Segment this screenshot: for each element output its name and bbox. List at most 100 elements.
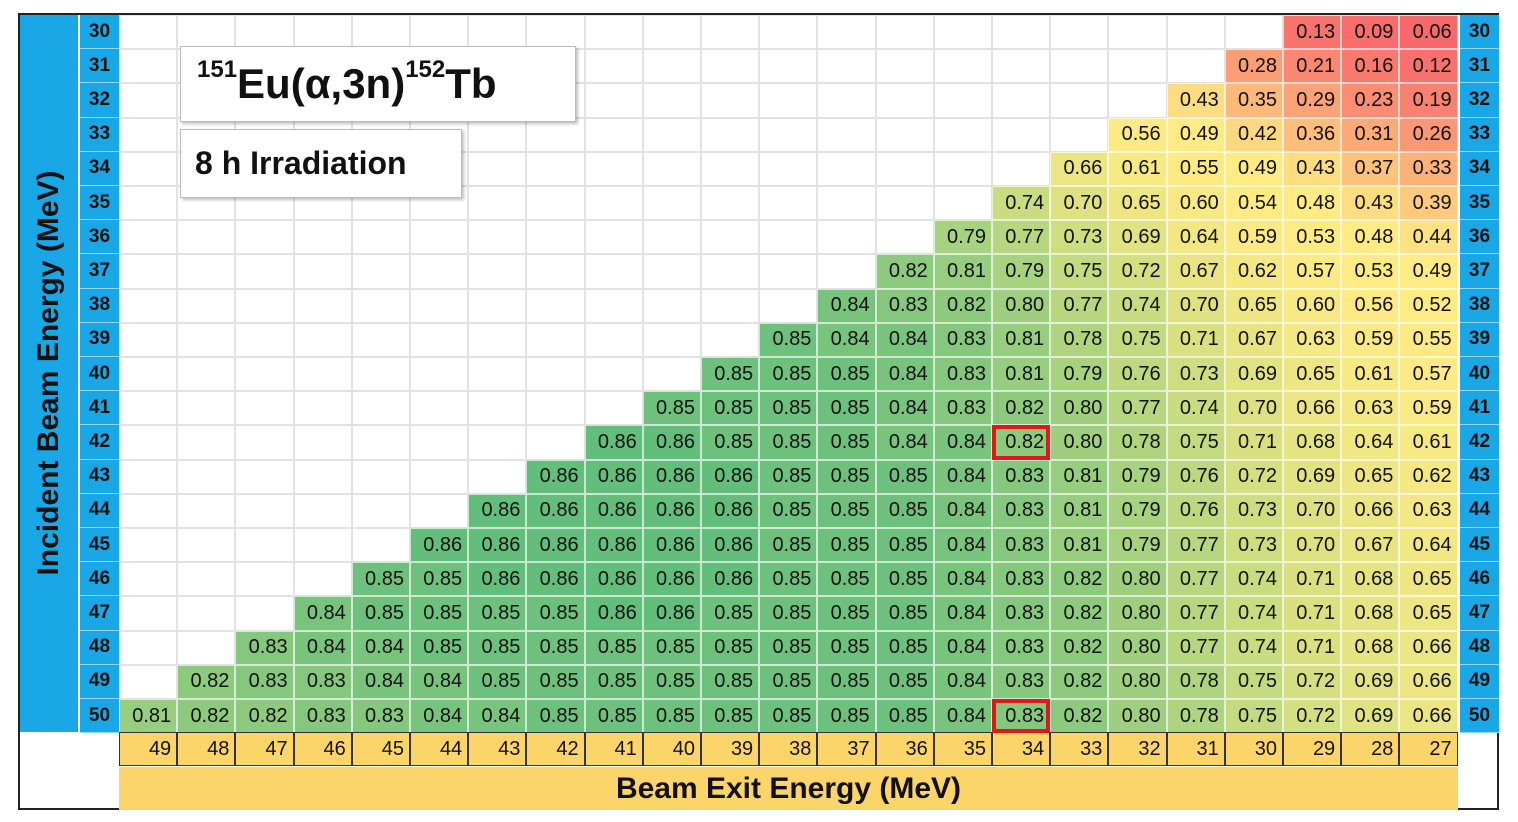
data-cell: 0.81 — [992, 322, 1051, 357]
empty-cell — [1050, 83, 1109, 118]
data-cell: 0.75 — [1224, 699, 1283, 734]
data-cell: 0.70 — [1224, 391, 1283, 426]
y-tick-label: 38 — [80, 288, 119, 323]
empty-cell — [1166, 15, 1225, 50]
data-cell: 0.57 — [1283, 254, 1342, 289]
empty-cell — [468, 288, 527, 323]
empty-cell — [875, 220, 934, 255]
data-cell: 0.85 — [875, 596, 934, 631]
data-cell: 0.19 — [1399, 83, 1458, 118]
y-tick-label-right: 30 — [1460, 15, 1499, 50]
x-tick-label: 29 — [1283, 732, 1342, 766]
empty-cell — [759, 254, 818, 289]
empty-cell — [235, 391, 294, 426]
data-cell: 0.76 — [1166, 493, 1225, 528]
x-axis-label: Beam Exit Energy (MeV) — [119, 767, 1458, 810]
data-cell: 0.85 — [817, 699, 876, 734]
data-cell: 0.74 — [1224, 596, 1283, 631]
x-tick-label: 48 — [177, 732, 236, 766]
data-cell: 0.74 — [1224, 630, 1283, 665]
data-cell: 0.85 — [526, 699, 585, 734]
x-tick-label: 47 — [235, 732, 294, 766]
data-cell: 0.31 — [1341, 117, 1400, 152]
data-cell: 0.57 — [1399, 357, 1458, 392]
y-tick-label: 43 — [80, 459, 119, 494]
data-cell: 0.84 — [875, 425, 934, 460]
empty-cell — [875, 15, 934, 50]
data-cell: 0.83 — [992, 459, 1051, 494]
empty-cell — [584, 357, 643, 392]
data-cell: 0.86 — [701, 493, 760, 528]
y-tick-label-right: 50 — [1460, 699, 1499, 734]
empty-cell — [177, 288, 236, 323]
data-cell: 0.85 — [701, 664, 760, 699]
data-cell: 0.36 — [1283, 117, 1342, 152]
data-cell: 0.86 — [642, 528, 701, 563]
data-cell: 0.80 — [1108, 596, 1167, 631]
empty-cell — [642, 151, 701, 186]
data-cell: 0.77 — [1166, 528, 1225, 563]
data-cell: 0.66 — [1050, 151, 1109, 186]
x-tick-label: 30 — [1224, 732, 1283, 766]
data-cell: 0.86 — [701, 562, 760, 597]
x-tick-label: 44 — [410, 732, 469, 766]
data-cell: 0.84 — [293, 596, 352, 631]
data-cell: 0.23 — [1341, 83, 1400, 118]
data-cell: 0.65 — [1283, 357, 1342, 392]
y-tick-label-right: 39 — [1460, 322, 1499, 357]
data-cell: 0.86 — [526, 528, 585, 563]
data-cell: 0.53 — [1283, 220, 1342, 255]
data-cell: 0.85 — [410, 596, 469, 631]
data-cell: 0.65 — [1108, 186, 1167, 221]
empty-cell — [119, 493, 178, 528]
empty-cell — [759, 15, 818, 50]
data-cell: 0.81 — [992, 357, 1051, 392]
empty-cell — [526, 391, 585, 426]
data-cell: 0.74 — [1166, 391, 1225, 426]
data-cell: 0.29 — [1283, 83, 1342, 118]
data-cell: 0.86 — [701, 459, 760, 494]
empty-cell — [410, 322, 469, 357]
data-cell: 0.66 — [1283, 391, 1342, 426]
data-cell: 0.86 — [584, 528, 643, 563]
y-tick-label-right: 47 — [1460, 596, 1499, 631]
y-tick-label: 32 — [80, 83, 119, 118]
data-cell: 0.70 — [1050, 186, 1109, 221]
empty-cell — [642, 117, 701, 152]
empty-cell — [177, 357, 236, 392]
x-tick-label: 39 — [701, 732, 760, 766]
data-cell: 0.61 — [1341, 357, 1400, 392]
data-cell: 0.77 — [1166, 596, 1225, 631]
empty-cell — [351, 15, 410, 50]
empty-cell — [584, 322, 643, 357]
empty-cell — [293, 459, 352, 494]
empty-cell — [119, 322, 178, 357]
data-cell: 0.48 — [1341, 220, 1400, 255]
data-cell: 0.85 — [701, 357, 760, 392]
data-cell: 0.85 — [759, 357, 818, 392]
empty-cell — [1050, 15, 1109, 50]
data-cell: 0.85 — [701, 699, 760, 734]
data-cell: 0.62 — [1224, 254, 1283, 289]
empty-cell — [119, 83, 178, 118]
data-cell: 0.66 — [1399, 664, 1458, 699]
empty-cell — [584, 49, 643, 84]
data-cell: 0.69 — [1224, 357, 1283, 392]
data-cell: 0.63 — [1283, 322, 1342, 357]
data-cell: 0.86 — [584, 493, 643, 528]
data-cell: 0.75 — [1224, 664, 1283, 699]
x-tick-label: 27 — [1399, 732, 1458, 766]
data-cell: 0.71 — [1166, 322, 1225, 357]
empty-cell — [642, 357, 701, 392]
data-cell: 0.86 — [526, 459, 585, 494]
data-cell: 0.85 — [817, 493, 876, 528]
data-cell: 0.83 — [933, 322, 992, 357]
data-cell: 0.85 — [526, 664, 585, 699]
data-cell: 0.64 — [1341, 425, 1400, 460]
data-cell: 0.69 — [1341, 664, 1400, 699]
empty-cell — [235, 562, 294, 597]
data-cell: 0.82 — [1050, 596, 1109, 631]
data-cell: 0.67 — [1166, 254, 1225, 289]
x-tick-label: 33 — [1050, 732, 1109, 766]
data-cell: 0.85 — [817, 562, 876, 597]
